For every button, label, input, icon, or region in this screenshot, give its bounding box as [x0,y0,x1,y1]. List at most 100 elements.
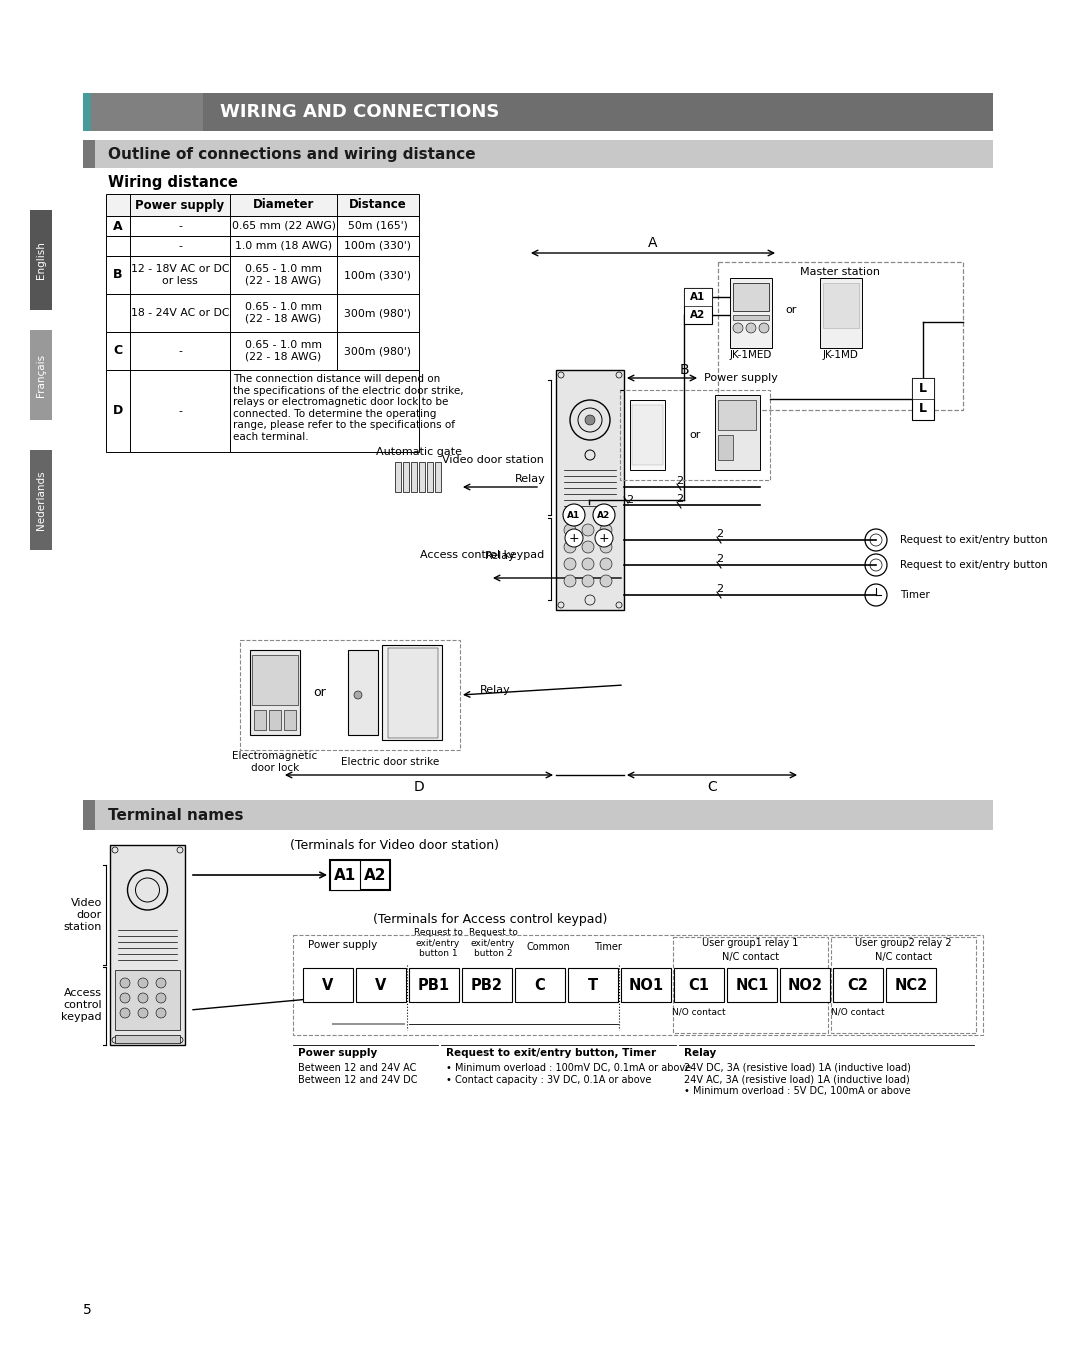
Circle shape [564,523,576,536]
Bar [337,215,419,236]
Bar [435,462,441,492]
Text: L: L [919,382,927,394]
Bar [409,968,459,1002]
Text: Electromagnetic
door lock: Electromagnetic door lock [232,751,318,773]
Text: Video door station: Video door station [442,455,544,465]
Circle shape [600,541,612,553]
Bar [230,256,337,294]
Text: 0.65 - 1.0 mm
(22 - 18 AWG): 0.65 - 1.0 mm (22 - 18 AWG) [245,264,322,286]
Bar [106,333,130,369]
Circle shape [582,557,594,570]
Text: 2: 2 [626,495,633,506]
Bar [114,970,180,1030]
Text: Request to exit/entry button: Request to exit/entry button [900,536,1048,545]
Text: A2: A2 [364,867,387,882]
Text: (Terminals for Video door station): (Terminals for Video door station) [291,838,499,852]
Circle shape [120,1009,130,1018]
Bar [106,294,130,333]
Circle shape [585,414,595,425]
Bar [515,968,565,1002]
Text: Access
control
keypad: Access control keypad [62,988,102,1022]
Text: Relay: Relay [485,551,515,562]
Text: L: L [919,402,927,416]
Bar [330,860,390,890]
Bar [30,450,52,551]
Circle shape [582,575,594,587]
Text: A1: A1 [690,292,705,303]
Bar [284,710,296,731]
Text: Timer: Timer [594,942,622,951]
Bar [337,256,419,294]
Text: A1: A1 [334,867,356,882]
Bar [820,278,862,348]
Text: D: D [414,780,424,795]
Text: 2: 2 [676,476,684,487]
Bar [230,294,337,333]
Bar [83,800,95,830]
Text: Request to exit/entry button, Timer: Request to exit/entry button, Timer [446,1048,657,1058]
Text: A2: A2 [597,511,610,519]
Circle shape [746,323,756,333]
Circle shape [564,541,576,553]
Text: Distance: Distance [349,199,407,211]
Text: Request to exit/entry button: Request to exit/entry button [900,560,1048,570]
Bar [83,93,91,131]
Bar [395,462,401,492]
Bar [230,333,337,369]
Bar [427,462,433,492]
Text: • Minimum overload : 100mV DC, 0.1mA or above
• Contact capacity : 3V DC, 0.1A o: • Minimum overload : 100mV DC, 0.1mA or … [446,1063,691,1085]
Text: D: D [113,405,123,417]
Text: 0.65 - 1.0 mm
(22 - 18 AWG): 0.65 - 1.0 mm (22 - 18 AWG) [245,341,322,361]
Bar [912,378,934,420]
Text: NO1: NO1 [629,977,663,992]
Text: 50m (165'): 50m (165') [348,221,408,230]
Text: Power supply: Power supply [298,1048,377,1058]
Bar [833,968,883,1002]
Bar [303,968,353,1002]
Text: Timer: Timer [900,590,930,600]
Text: N/C contact: N/C contact [721,951,779,962]
Bar [252,656,298,705]
Text: A1: A1 [567,511,581,519]
Circle shape [759,323,769,333]
Bar [718,399,756,429]
Text: N/O contact: N/O contact [672,1007,726,1017]
Bar [356,968,406,1002]
Text: Electric door strike: Electric door strike [341,756,440,767]
Text: Common: Common [526,942,570,951]
Text: WIRING AND CONNECTIONS: WIRING AND CONNECTIONS [220,104,499,121]
Text: Automatic gate: Automatic gate [376,447,462,457]
Bar [630,399,665,470]
Circle shape [600,557,612,570]
Circle shape [600,523,612,536]
Circle shape [565,529,583,547]
Text: Nederlands: Nederlands [36,470,46,530]
Bar [684,288,712,307]
Bar [621,968,671,1002]
Text: 1.0 mm (18 AWG): 1.0 mm (18 AWG) [235,241,332,251]
Bar [254,710,266,731]
Circle shape [138,1009,148,1018]
Circle shape [564,575,576,587]
Bar [337,294,419,333]
Circle shape [733,323,743,333]
Circle shape [120,979,130,988]
Text: A2: A2 [690,309,705,320]
Text: +: + [598,532,609,544]
Text: NC2: NC2 [894,977,928,992]
Text: C: C [707,780,717,795]
Bar [382,645,442,740]
Circle shape [564,557,576,570]
Text: -: - [178,241,181,251]
Text: PB2: PB2 [471,977,503,992]
Circle shape [120,994,130,1003]
Text: Power supply: Power supply [309,940,378,950]
Text: -: - [178,221,181,230]
Bar [912,378,934,399]
Text: V: V [376,977,387,992]
Bar [30,210,52,309]
Text: Relay: Relay [480,686,511,695]
Bar [411,462,417,492]
Text: JK-1MD: JK-1MD [823,350,859,360]
Text: 2: 2 [676,493,684,504]
